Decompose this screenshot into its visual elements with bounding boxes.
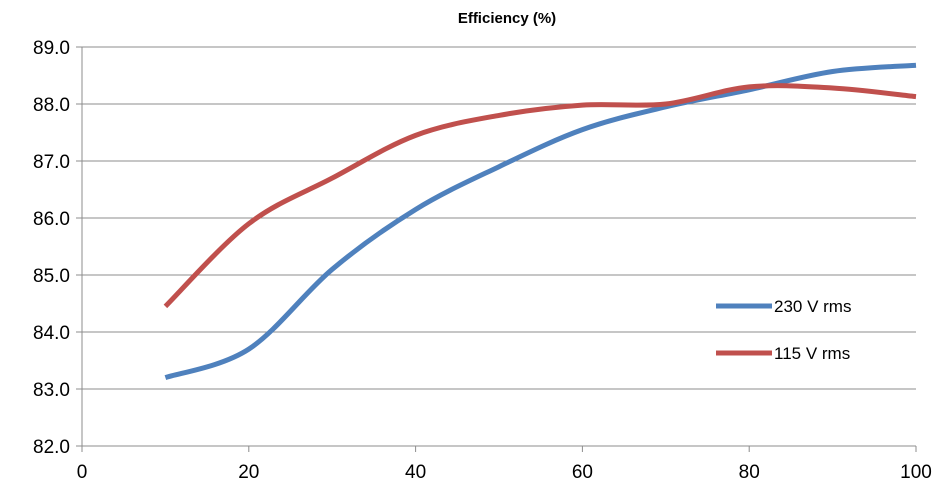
axes: 82.0 83.0 84.0 85.0 86.0 87.0 88.0 89.0 0 20 40 60 8… <box>33 38 932 483</box>
y-tick-label: 86.0 <box>33 209 70 230</box>
x-tick-label: 20 <box>238 462 259 483</box>
x-tick-label: 60 <box>572 462 593 483</box>
x-tick-label: 40 <box>405 462 426 483</box>
x-tick-label: 100 <box>900 462 932 483</box>
series-line-115v <box>163 83 917 309</box>
legend-label: 115 V rms <box>774 344 850 363</box>
y-tick-label: 83.0 <box>33 380 70 401</box>
y-tick-label: 84.0 <box>33 323 70 344</box>
y-tick-label: 85.0 <box>33 266 70 287</box>
series-line-230v <box>164 62 917 380</box>
x-tick-label: 80 <box>739 462 760 483</box>
y-tick-label: 89.0 <box>33 38 70 59</box>
chart-title: Efficiency (%) <box>458 10 556 27</box>
series-lines <box>163 62 917 380</box>
legend-label: 230 V rms <box>774 297 851 316</box>
gridlines <box>82 46 916 447</box>
legend: 230 V rms 115 V rms <box>716 297 851 363</box>
y-tick-label: 88.0 <box>33 95 70 116</box>
y-tick-label: 82.0 <box>33 437 70 458</box>
x-tick-label: 0 <box>77 462 88 483</box>
y-tick-label: 87.0 <box>33 152 70 173</box>
